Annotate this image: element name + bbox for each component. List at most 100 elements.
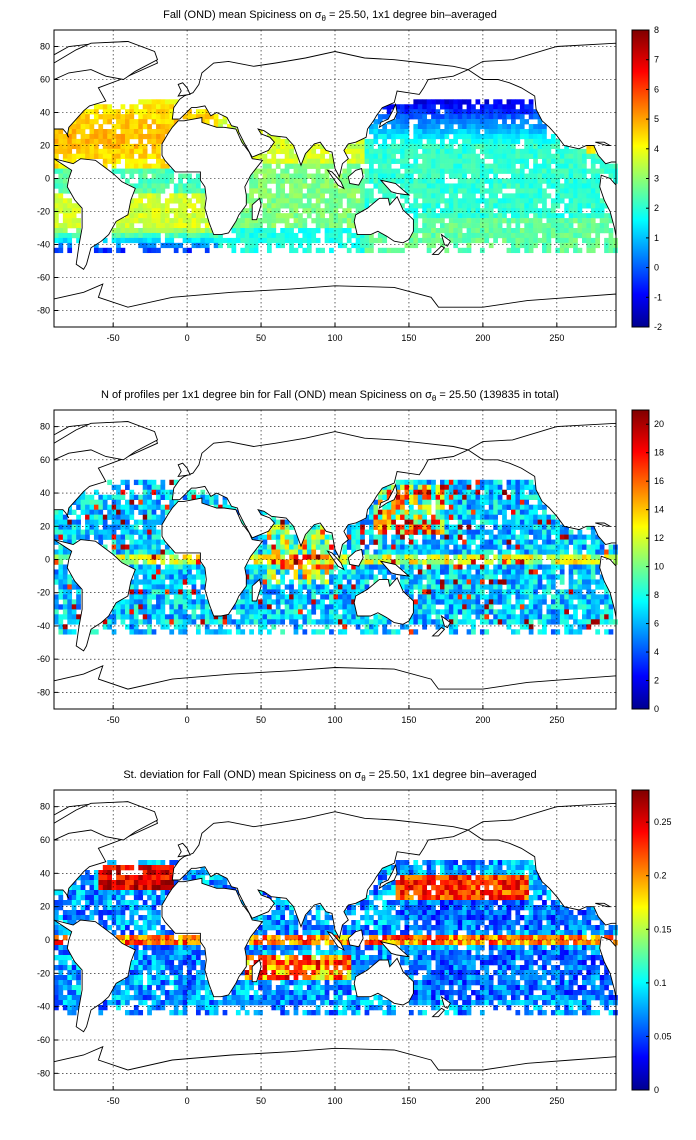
data-cell [422,499,427,505]
data-cell [484,619,490,625]
data-cell [515,124,521,130]
data-cell [71,124,77,130]
data-cell [493,579,498,585]
data-cell [377,534,383,540]
data-cell [67,138,73,145]
data-cell [524,153,530,159]
data-cell [293,569,299,575]
data-cell [400,173,405,179]
data-cell [382,539,388,545]
data-cell [573,193,578,199]
data-cell [364,584,370,590]
data-cell [488,183,494,189]
data-cell [426,208,432,214]
data-cell [537,208,543,214]
data-cell [581,158,587,164]
data-cell [435,203,441,209]
data-cell [542,193,547,199]
data-cell [102,133,108,140]
data-cell [173,232,179,239]
data-cell [475,153,481,159]
data-cell [595,594,601,600]
data-cell [564,554,569,560]
data-cell [466,519,472,525]
data-cell [80,129,86,135]
data-cell [546,604,552,610]
data-cell [590,218,596,224]
data-cell [564,203,569,209]
data-cell [417,213,423,219]
data-cell [546,534,552,540]
data-cell [160,242,166,249]
data-cell [195,208,201,214]
data-cell [116,138,121,145]
data-cell [542,594,547,600]
data-cell [466,529,472,535]
data-cell [58,208,64,214]
data-cell [200,569,206,575]
data-cell [346,232,352,239]
data-cell [107,524,112,530]
data-cell [395,539,401,545]
data-cell [413,554,419,560]
data-cell [550,178,556,184]
data-cell [457,148,463,155]
data-cell [510,524,516,530]
data-cell [280,554,286,560]
data-cell [444,569,450,575]
data-cell [466,218,472,224]
data-cell [195,193,201,199]
data-cell [426,119,432,125]
data-cell [542,129,547,135]
data-cell [382,574,388,580]
data-cell [493,213,498,219]
data-cell [178,599,183,605]
data-cell [408,514,414,520]
data-cell [471,173,476,179]
data-cell [54,609,59,615]
data-cell [586,544,592,550]
data-cell [306,544,312,550]
data-cell [102,163,108,169]
data-cell [111,158,117,164]
data-cell [533,237,538,244]
landmass-britain [177,462,191,477]
data-cell [431,479,436,486]
data-cell [324,188,330,194]
data-cell [178,564,183,570]
data-cell [156,104,161,110]
data-cell [324,624,330,630]
data-cell [400,129,405,135]
data-cell [542,173,547,179]
data-cell [555,168,561,174]
data-cell [471,193,476,199]
data-cell [524,514,530,520]
data-cell [550,232,556,239]
data-cell [266,218,272,224]
data-cell [151,594,157,600]
data-cell [200,594,206,600]
data-cell [337,619,343,625]
data-cell [293,153,299,159]
data-cell [142,599,148,605]
data-cell [395,860,401,866]
data-cell [231,247,237,254]
data-cell [346,158,352,164]
data-cell [182,619,188,625]
data-cell [182,183,188,189]
data-cell [133,504,139,510]
data-cell [173,228,179,234]
data-cell [568,213,574,219]
data-cell [519,594,525,600]
data-cell [408,484,414,491]
data-cell [218,614,223,620]
data-cell [147,865,152,871]
data-cell [568,232,574,239]
data-cell [262,213,268,219]
data-cell [138,119,144,125]
data-cell [475,554,481,560]
data-cell [98,114,104,120]
data-cell [604,549,609,555]
data-cell [542,514,547,520]
data-cell [262,153,268,159]
